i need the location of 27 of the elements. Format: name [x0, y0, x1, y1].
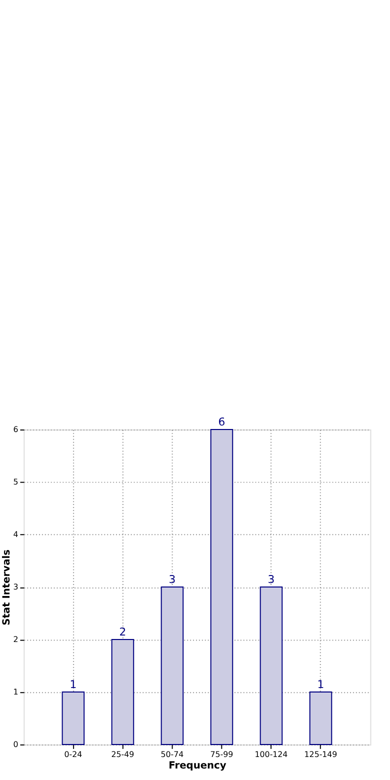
- x-tick-label: 75-99: [210, 750, 234, 759]
- x-tick-label: 0-24: [64, 750, 82, 759]
- x-tick-label: 50-74: [160, 750, 184, 759]
- data-label: 2: [119, 626, 126, 639]
- y-tick-label: 4: [13, 530, 18, 539]
- y-tick-label: 0: [13, 740, 18, 749]
- bar: [62, 691, 85, 745]
- y-tick-label: 6: [13, 424, 18, 434]
- y-axis-title: Stat Intervals: [1, 549, 12, 626]
- bar: [260, 586, 283, 745]
- bar: [160, 586, 184, 745]
- data-label: 1: [70, 678, 77, 692]
- data-label: 6: [218, 416, 226, 429]
- data-label: 1: [317, 678, 324, 692]
- data-label: 3: [168, 573, 176, 586]
- data-label: 3: [268, 573, 275, 586]
- y-tick-label: 1: [13, 687, 18, 696]
- y-tick-label: 2: [13, 634, 18, 644]
- bar: [309, 691, 332, 745]
- y-tick-label: 5: [13, 477, 18, 486]
- x-tick-label: 125-149: [304, 750, 338, 759]
- bar: [111, 638, 134, 745]
- bar: [210, 429, 234, 745]
- x-axis-title: Frequency: [168, 760, 227, 772]
- x-tick-label: 100-124: [254, 750, 288, 759]
- y-tick-label: 3: [13, 582, 18, 592]
- x-tick-label: 25-49: [111, 750, 134, 759]
